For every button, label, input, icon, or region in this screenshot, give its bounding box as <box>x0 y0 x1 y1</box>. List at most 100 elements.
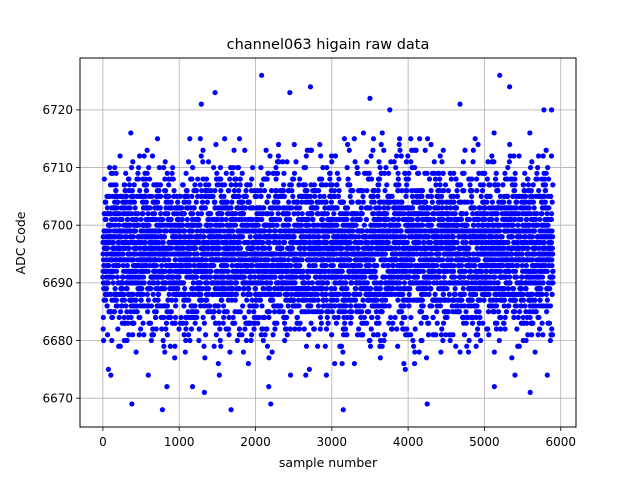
data-point <box>133 216 140 223</box>
data-point <box>190 211 196 217</box>
data-point <box>334 170 340 176</box>
data-point <box>469 188 475 194</box>
data-point <box>213 332 219 338</box>
data-point <box>452 211 458 217</box>
data-point <box>349 216 356 223</box>
data-point <box>288 309 294 315</box>
data-point <box>312 193 318 199</box>
data-point <box>448 176 454 182</box>
data-point <box>191 205 197 211</box>
data-point <box>179 216 185 223</box>
data-point <box>344 332 350 338</box>
data-point <box>217 326 223 332</box>
data-point <box>288 182 294 188</box>
data-point <box>113 297 119 303</box>
data-point <box>375 188 381 194</box>
data-point <box>317 141 323 148</box>
data-point <box>251 326 257 332</box>
data-point <box>374 297 380 303</box>
data-point <box>152 211 158 217</box>
data-point <box>408 159 414 165</box>
data-point <box>190 280 196 286</box>
data-point <box>297 176 303 182</box>
data-point <box>145 372 151 378</box>
data-point <box>323 326 330 332</box>
data-point <box>367 286 374 292</box>
data-point <box>115 199 121 205</box>
data-point <box>324 239 330 246</box>
data-point <box>279 274 285 280</box>
data-point <box>259 280 265 286</box>
data-point <box>317 314 324 321</box>
data-point <box>328 153 335 159</box>
data-point <box>182 291 188 297</box>
data-point <box>235 205 241 211</box>
data-point <box>388 314 394 321</box>
data-point <box>356 234 362 240</box>
data-point <box>383 164 389 171</box>
data-point <box>446 291 453 297</box>
data-point <box>143 199 149 205</box>
data-point <box>173 303 179 309</box>
data-point <box>161 343 167 349</box>
data-point <box>201 228 207 234</box>
data-point <box>285 211 292 217</box>
data-point <box>469 320 476 326</box>
data-point <box>364 159 370 165</box>
data-point <box>453 343 459 349</box>
data-point <box>202 205 208 211</box>
data-point <box>185 159 192 165</box>
data-point <box>391 159 397 165</box>
data-point <box>121 182 128 188</box>
data-point <box>330 297 336 303</box>
data-point <box>478 193 484 199</box>
data-point <box>349 309 355 315</box>
data-point <box>420 268 426 274</box>
data-point <box>363 216 370 223</box>
data-point <box>359 309 365 315</box>
data-point <box>374 280 380 286</box>
data-point <box>269 211 275 217</box>
data-point <box>220 320 226 326</box>
data-point <box>201 343 207 349</box>
data-point <box>260 337 266 344</box>
data-point <box>290 193 296 199</box>
data-point <box>396 222 402 228</box>
data-point <box>103 199 109 205</box>
data-point <box>107 228 113 234</box>
data-point <box>180 245 186 251</box>
data-point <box>423 314 430 321</box>
data-point <box>169 205 175 211</box>
data-point <box>291 141 297 148</box>
data-point <box>284 159 290 165</box>
data-point <box>427 216 433 223</box>
data-point <box>157 182 164 188</box>
data-point <box>339 360 345 367</box>
data-point <box>256 314 262 321</box>
data-point <box>216 309 222 315</box>
data-point <box>218 188 224 194</box>
data-point <box>452 286 458 292</box>
data-point <box>476 309 482 315</box>
data-point <box>287 326 293 332</box>
data-point <box>207 274 214 280</box>
data-point <box>320 280 326 286</box>
data-point <box>180 280 187 286</box>
data-point <box>270 297 276 303</box>
data-point <box>403 159 409 165</box>
data-point <box>157 228 163 234</box>
data-point <box>473 314 479 321</box>
data-point <box>179 205 185 211</box>
data-point <box>183 326 189 332</box>
data-point <box>161 164 167 171</box>
data-point <box>454 239 460 246</box>
data-point <box>373 274 379 280</box>
data-point <box>262 332 268 338</box>
data-point <box>138 297 144 303</box>
data-point <box>113 170 119 176</box>
data-point <box>181 303 187 309</box>
data-point <box>145 297 151 303</box>
data-point <box>363 234 369 240</box>
data-point <box>404 326 410 332</box>
data-point <box>333 320 339 326</box>
